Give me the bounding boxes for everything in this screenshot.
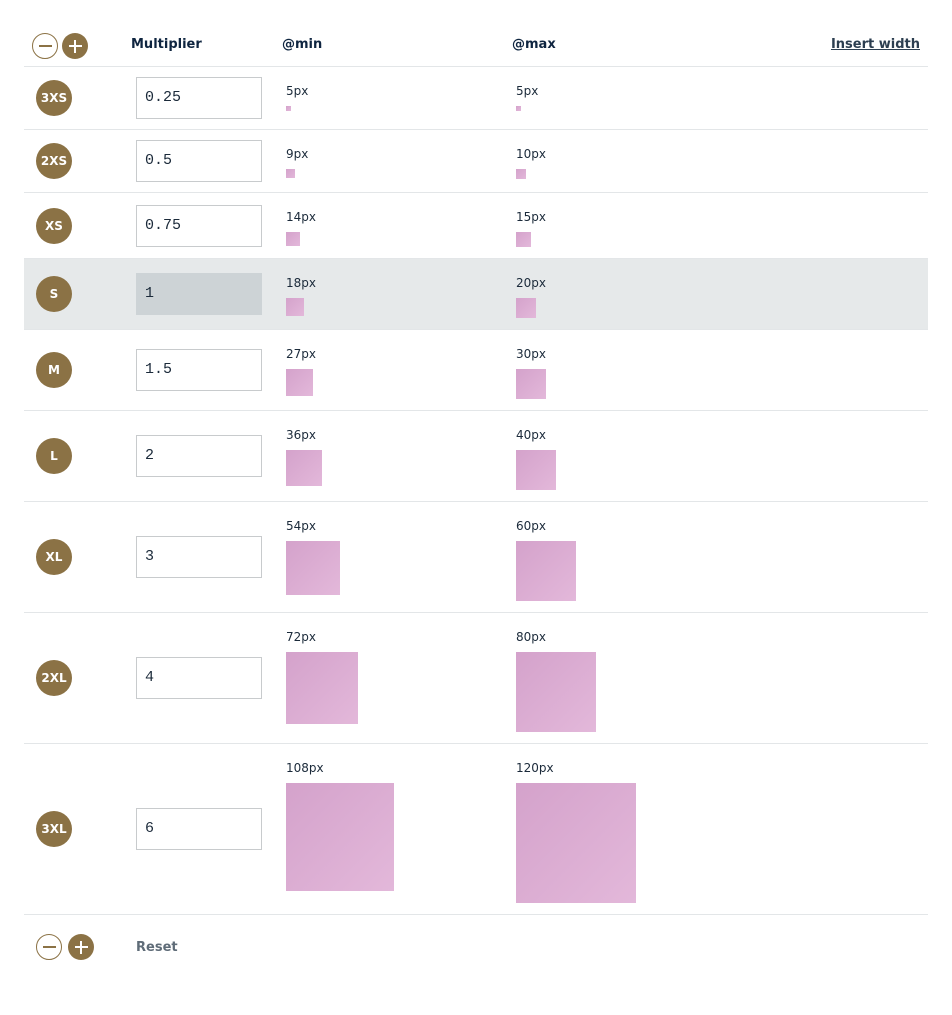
size-scale-table: Multiplier @min @max Insert width 3XS 0.… bbox=[24, 24, 928, 979]
min-cell: 14px bbox=[286, 209, 316, 246]
max-size-label: 30px bbox=[516, 347, 546, 361]
max-size-label: 20px bbox=[516, 276, 546, 290]
multiplier-input[interactable]: 0.25 bbox=[136, 77, 262, 119]
multiplier-input[interactable]: 2 bbox=[136, 435, 262, 477]
max-header: @max bbox=[512, 37, 556, 52]
max-cell: 10px bbox=[516, 146, 546, 179]
max-cell: 120px bbox=[516, 760, 636, 903]
multiplier-input[interactable]: 0.75 bbox=[136, 204, 262, 247]
size-badge: 2XS bbox=[36, 143, 72, 179]
remove-step-button-bottom[interactable] bbox=[36, 934, 62, 960]
max-size-swatch bbox=[516, 106, 521, 111]
multiplier-input[interactable]: 1 bbox=[136, 273, 262, 315]
max-size-label: 5px bbox=[516, 84, 539, 98]
max-size-swatch bbox=[516, 369, 546, 399]
max-size-swatch bbox=[516, 169, 526, 179]
size-badge: 3XS bbox=[36, 80, 72, 116]
table-row: 3XS 0.25 5px 5px bbox=[24, 67, 928, 130]
max-size-swatch bbox=[516, 232, 531, 247]
max-cell: 30px bbox=[516, 346, 546, 399]
insert-width-link[interactable]: Insert width bbox=[830, 37, 920, 52]
multiplier-input[interactable]: 3 bbox=[136, 536, 262, 578]
min-size-swatch bbox=[286, 450, 322, 486]
min-size-label: 27px bbox=[286, 347, 316, 361]
table-row: 2XL 4 72px 80px bbox=[24, 613, 928, 744]
max-cell: 40px bbox=[516, 427, 556, 490]
min-size-swatch bbox=[286, 298, 304, 316]
size-badge: XS bbox=[36, 207, 72, 244]
min-cell: 5px bbox=[286, 83, 308, 111]
minus-icon bbox=[38, 45, 52, 47]
max-size-label: 15px bbox=[516, 210, 546, 224]
min-cell: 27px bbox=[286, 346, 316, 396]
minus-icon bbox=[42, 946, 56, 948]
multiplier-input[interactable]: 1.5 bbox=[136, 349, 262, 391]
max-cell: 15px bbox=[516, 209, 546, 247]
multiplier-input[interactable]: 0.5 bbox=[136, 140, 262, 182]
max-size-swatch bbox=[516, 541, 576, 601]
remove-step-button[interactable] bbox=[32, 33, 58, 59]
table-footer: Reset bbox=[24, 915, 928, 979]
size-badge: 3XL bbox=[36, 811, 72, 847]
max-size-swatch bbox=[516, 652, 596, 732]
min-size-swatch bbox=[286, 783, 394, 891]
min-cell: 54px bbox=[286, 518, 340, 595]
max-cell: 20px bbox=[516, 275, 546, 318]
min-cell: 72px bbox=[286, 629, 358, 724]
min-header: @min bbox=[282, 37, 323, 52]
max-size-label: 40px bbox=[516, 428, 546, 442]
max-cell: 5px bbox=[516, 83, 538, 111]
min-size-swatch bbox=[286, 106, 291, 111]
min-cell: 108px bbox=[286, 760, 394, 891]
min-size-label: 5px bbox=[286, 84, 309, 98]
max-size-label: 120px bbox=[516, 761, 554, 775]
min-cell: 36px bbox=[286, 427, 322, 486]
max-size-swatch bbox=[516, 783, 636, 903]
max-cell: 60px bbox=[516, 518, 576, 601]
min-size-label: 14px bbox=[286, 210, 316, 224]
table-row: L 2 36px 40px bbox=[24, 411, 928, 502]
min-cell: 9px bbox=[286, 146, 308, 178]
size-badge: XL bbox=[36, 539, 72, 575]
min-cell: 18px bbox=[286, 275, 316, 316]
min-size-label: 9px bbox=[286, 147, 309, 161]
size-badge: 2XL bbox=[36, 660, 72, 696]
multiplier-input[interactable]: 6 bbox=[136, 808, 262, 850]
max-size-swatch bbox=[516, 298, 536, 318]
min-size-swatch bbox=[286, 369, 313, 396]
min-size-swatch bbox=[286, 232, 300, 246]
table-row: XL 3 54px 60px bbox=[24, 502, 928, 613]
min-size-swatch bbox=[286, 541, 340, 595]
min-size-label: 54px bbox=[286, 519, 316, 533]
table-row: 3XL 6 108px 120px bbox=[24, 744, 928, 915]
reset-button[interactable]: Reset bbox=[136, 940, 178, 955]
table-row: XS 0.75 14px 15px bbox=[24, 193, 928, 259]
min-size-swatch bbox=[286, 169, 295, 178]
size-badge: S bbox=[36, 276, 72, 312]
max-size-label: 10px bbox=[516, 147, 546, 161]
min-size-label: 36px bbox=[286, 428, 316, 442]
table-row: S 1 18px 20px bbox=[24, 259, 928, 330]
max-size-swatch bbox=[516, 450, 556, 490]
table-row: 2XS 0.5 9px 10px bbox=[24, 130, 928, 193]
min-size-swatch bbox=[286, 652, 358, 724]
table-header: Multiplier @min @max Insert width bbox=[24, 24, 928, 67]
max-cell: 80px bbox=[516, 629, 596, 732]
min-size-label: 18px bbox=[286, 276, 316, 290]
table-row: M 1.5 27px 30px bbox=[24, 330, 928, 411]
min-size-label: 72px bbox=[286, 630, 316, 644]
add-step-button-bottom[interactable] bbox=[68, 934, 94, 960]
multiplier-input[interactable]: 4 bbox=[136, 657, 262, 699]
min-size-label: 108px bbox=[286, 761, 324, 775]
max-size-label: 80px bbox=[516, 630, 546, 644]
size-badge: M bbox=[36, 352, 72, 388]
multiplier-header: Multiplier bbox=[131, 37, 202, 52]
max-size-label: 60px bbox=[516, 519, 546, 533]
size-badge: L bbox=[36, 438, 72, 474]
plus-icon-vertical bbox=[74, 39, 76, 53]
add-step-button[interactable] bbox=[62, 33, 88, 59]
plus-icon-vertical bbox=[80, 940, 82, 954]
